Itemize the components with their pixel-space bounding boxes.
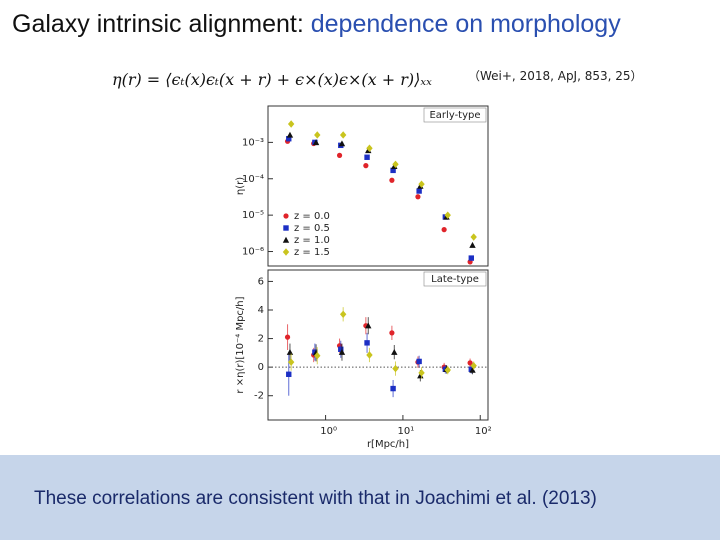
marker [366,351,373,359]
marker [312,139,320,146]
marker [336,152,343,158]
marker [365,322,372,329]
marker [338,348,346,355]
y-tick-label: -2 [254,391,264,402]
marker [287,120,295,128]
marker [469,366,476,373]
marker [390,385,396,392]
marker [389,177,395,183]
marker [444,211,451,219]
marker [469,241,476,248]
panel-label: Early-type [429,110,480,121]
footer-text: These correlations are consistent with t… [34,488,597,509]
marker [286,136,292,142]
marker [287,358,295,366]
marker [441,227,447,233]
y-axis-label: r ×η(r)[10⁻⁴ Mpc/h] [235,296,246,393]
legend-label: z = 0.5 [294,223,330,234]
y-tick-label: 10⁻⁶ [242,247,264,258]
marker [282,236,290,243]
marker [314,131,321,139]
y-tick-label: 10⁻⁵ [242,210,264,221]
marker [470,233,477,241]
marker [283,213,289,219]
marker [283,225,289,231]
marker [416,188,422,194]
citation: （Wei+, 2018, ApJ, 853, 25） [468,69,643,83]
marker [391,348,398,355]
y-tick-label: 4 [258,305,264,316]
formula: η(r) = ⟨ϵₜ(x)ϵₜ(x + r) + ϵ×(x)ϵ×(x + r)⟩… [112,70,432,89]
panel-label-box [423,107,487,123]
marker [416,358,422,365]
marker [390,167,396,174]
y-tick-label: 2 [258,334,264,345]
title-part: Galaxy intrinsic alignment: [12,10,311,38]
marker [415,194,421,200]
marker [284,334,291,340]
marker [418,369,425,377]
marker [392,160,399,168]
marker [392,364,399,373]
marker [444,366,451,374]
marker [282,248,290,256]
marker [364,340,370,346]
marker [286,131,294,138]
plot-frame [267,269,489,421]
marker [314,352,321,360]
marker [338,140,346,147]
y-tick-label: 10⁻³ [242,137,264,148]
y-tick-label: 0 [258,362,264,373]
marker [467,360,473,366]
x-axis-label: r[Mpc/h] [367,439,409,450]
y-tick-label: 10⁻⁴ [242,174,264,185]
plot-frame [267,105,489,267]
marker [389,330,395,336]
y-tick-label: 6 [258,276,264,287]
marker [286,348,294,355]
panel-label-box [423,271,487,287]
marker [468,255,474,261]
x-tick-label: 10² [475,426,492,437]
x-tick-label: 10¹ [398,426,415,437]
slide-title: Galaxy intrinsic alignment: dependence o… [12,10,621,39]
marker [338,346,344,352]
marker [286,371,292,377]
marker [363,163,369,169]
panel-label: Late-type [431,274,479,285]
marker [339,131,347,139]
legend-label: z = 1.5 [294,247,330,258]
marker [470,362,477,370]
x-tick-label: 10⁰ [320,426,337,437]
legend-label: z = 0.0 [294,211,330,222]
marker [364,154,370,160]
legend-label: z = 1.0 [294,235,330,246]
y-axis-label: η(r) [235,177,246,195]
marker [366,144,373,152]
marker [339,310,347,318]
marker [418,180,425,188]
footer-band: These correlations are consistent with t… [0,455,720,540]
title-part: dependence on morphology [310,10,621,38]
